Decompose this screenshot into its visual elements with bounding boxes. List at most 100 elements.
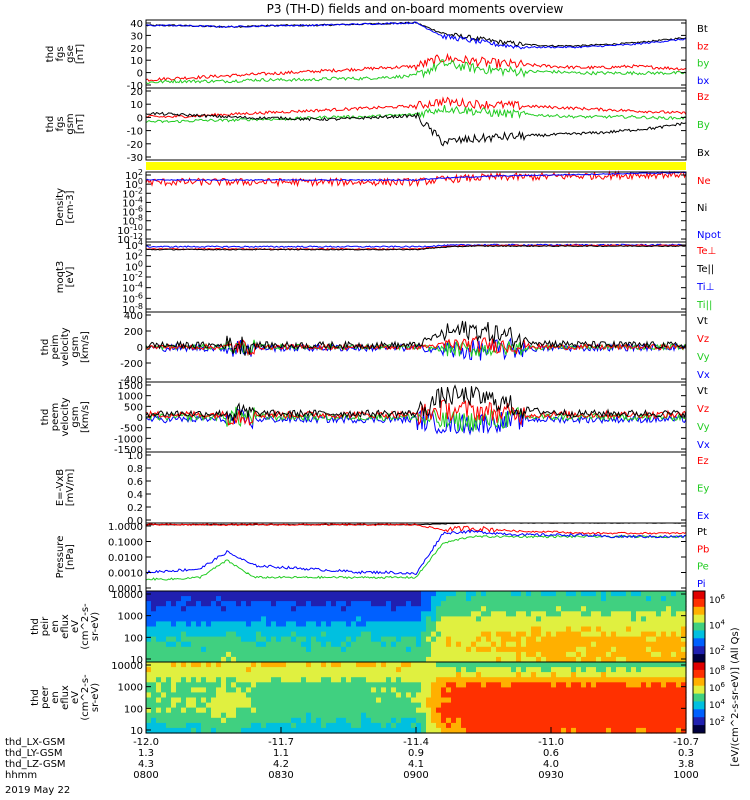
spectrogram-cell xyxy=(261,702,267,709)
spectrogram-cell xyxy=(521,667,527,673)
spectrogram-cell xyxy=(566,621,572,628)
spectrogram-cell xyxy=(381,591,387,597)
spectrogram-cell xyxy=(411,682,417,688)
spectrogram-cell xyxy=(161,722,167,729)
spectrogram-cell xyxy=(476,646,482,653)
spectrogram-cell xyxy=(326,616,332,623)
spectrogram-cell xyxy=(386,616,392,623)
spectrogram-cell xyxy=(601,707,607,714)
spectrogram-cell xyxy=(536,636,542,643)
spectrogram-cell xyxy=(646,722,652,729)
spectrogram-cell xyxy=(191,667,197,673)
spectrogram-cell xyxy=(641,707,647,714)
spectrogram-cell xyxy=(626,697,632,704)
spectrogram-cell xyxy=(381,717,387,724)
spectrogram-cell xyxy=(471,727,477,734)
panel-frame xyxy=(145,171,687,243)
colorbar-segment xyxy=(693,638,705,647)
spectrogram-cell xyxy=(441,596,447,602)
spectrogram-cell xyxy=(181,646,187,653)
spectrogram-cell xyxy=(431,606,437,612)
spectrogram-cell xyxy=(186,722,192,729)
spectrogram-cell xyxy=(546,717,552,724)
spectrogram-cell xyxy=(246,677,252,683)
y-axis-label: E=-VxB xyxy=(55,469,66,506)
spectrogram-cell xyxy=(166,591,172,597)
spectrogram-cell xyxy=(251,631,257,638)
spectrogram-cell xyxy=(411,712,417,719)
spectrogram-cell xyxy=(241,646,247,653)
spectrogram-cell xyxy=(221,702,227,709)
spectrogram-cell xyxy=(616,656,622,663)
spectrogram-cell xyxy=(606,712,612,719)
spectrogram-cell xyxy=(636,626,642,633)
spectrogram-cell xyxy=(556,626,562,633)
spectrogram-cell xyxy=(371,727,377,734)
spectrogram-cell xyxy=(151,667,157,673)
spectrogram-cell xyxy=(186,667,192,673)
spectrogram-cell xyxy=(481,621,487,628)
spectrogram-cell xyxy=(666,651,672,658)
spectrogram-cell xyxy=(146,712,152,719)
spectrogram-cell xyxy=(231,591,237,597)
spectrogram-cell xyxy=(361,651,367,658)
spectrogram-cell xyxy=(161,707,167,714)
spectrogram-cell xyxy=(531,677,537,683)
spectrogram-cell xyxy=(231,646,237,653)
spectrogram-cell xyxy=(626,687,632,694)
spectrogram-cell xyxy=(516,606,522,612)
spectrogram-cell xyxy=(646,606,652,612)
spectrogram-cell xyxy=(476,611,482,617)
spectrogram-cell xyxy=(536,677,542,683)
spectrogram-cell xyxy=(611,667,617,673)
spectrogram-cell xyxy=(681,631,687,638)
spectrogram-cell xyxy=(606,717,612,724)
spectrogram-cell xyxy=(456,727,462,734)
spectrogram-cell xyxy=(346,601,352,607)
spectrogram-cell xyxy=(506,697,512,704)
spectrogram-cell xyxy=(441,651,447,658)
colorbar-tick-label: 104 xyxy=(709,619,725,632)
spectrogram-cell xyxy=(646,667,652,673)
spectrogram-cell xyxy=(311,687,317,694)
spectrogram-cell xyxy=(576,712,582,719)
spectrogram-cell xyxy=(621,702,627,709)
spectrogram-cell xyxy=(336,616,342,623)
spectrogram-cell xyxy=(571,702,577,709)
spectrogram-cell xyxy=(241,596,247,602)
spectrogram-cell xyxy=(651,636,657,643)
spectrogram-cell xyxy=(351,656,357,663)
spectrogram-cell xyxy=(231,697,237,704)
y-tick-label: 1000 xyxy=(118,392,143,403)
spectrogram-cell xyxy=(516,687,522,694)
spectrogram-cell xyxy=(286,687,292,694)
y-axis-label: eV xyxy=(70,620,81,633)
spectrogram-cell xyxy=(156,646,162,653)
spectrogram-cell xyxy=(231,727,237,734)
spectrogram-cell xyxy=(681,667,687,673)
spectrogram-cell xyxy=(451,621,457,628)
spectrogram-cell xyxy=(516,651,522,658)
spectrogram-cell xyxy=(541,601,547,607)
spectrogram-cell xyxy=(161,646,167,653)
spectrogram-cell xyxy=(431,672,437,678)
spectrogram-cell xyxy=(216,697,222,704)
spectrogram-cell xyxy=(161,611,167,617)
spectrogram-cell xyxy=(181,697,187,704)
spectrogram-cell xyxy=(436,697,442,704)
spectrogram-cell xyxy=(451,677,457,683)
spectrogram-cell xyxy=(601,641,607,648)
spectrogram-cell xyxy=(531,611,537,617)
spectrogram-cell xyxy=(596,707,602,714)
spectrogram-cell xyxy=(616,727,622,734)
spectrogram-cell xyxy=(206,722,212,729)
spectrogram-cell xyxy=(201,682,207,688)
spectrogram-cell xyxy=(341,722,347,729)
spectrogram-cell xyxy=(556,656,562,663)
spectrogram-cell xyxy=(236,682,242,688)
spectrogram-cell xyxy=(326,682,332,688)
spectrogram-cell xyxy=(191,682,197,688)
spectrogram-cell xyxy=(631,697,637,704)
spectrogram-cell xyxy=(161,626,167,633)
spectrogram-cell xyxy=(211,641,217,648)
